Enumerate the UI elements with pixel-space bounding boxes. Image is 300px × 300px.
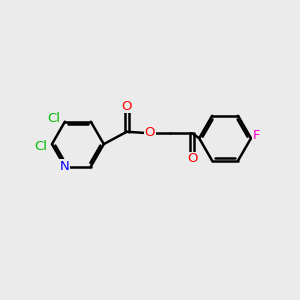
Text: Cl: Cl: [47, 112, 60, 124]
Text: N: N: [59, 160, 69, 173]
Text: O: O: [145, 126, 155, 139]
Text: O: O: [187, 152, 197, 165]
Text: O: O: [122, 100, 132, 112]
Text: Cl: Cl: [34, 140, 47, 153]
Text: F: F: [253, 129, 260, 142]
